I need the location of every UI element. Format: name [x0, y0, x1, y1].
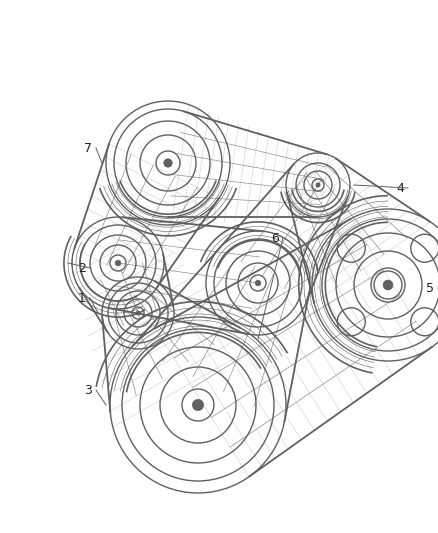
- Circle shape: [316, 183, 320, 187]
- Text: 1: 1: [78, 292, 86, 304]
- Circle shape: [136, 311, 140, 315]
- Circle shape: [164, 159, 172, 167]
- Text: 7: 7: [84, 141, 92, 155]
- Text: 6: 6: [271, 231, 279, 245]
- Circle shape: [383, 280, 393, 290]
- Text: 3: 3: [84, 384, 92, 397]
- Circle shape: [192, 399, 204, 410]
- Circle shape: [255, 280, 261, 286]
- Text: 5: 5: [426, 281, 434, 295]
- Circle shape: [115, 260, 121, 266]
- Text: 2: 2: [78, 262, 86, 274]
- Text: 4: 4: [396, 182, 404, 195]
